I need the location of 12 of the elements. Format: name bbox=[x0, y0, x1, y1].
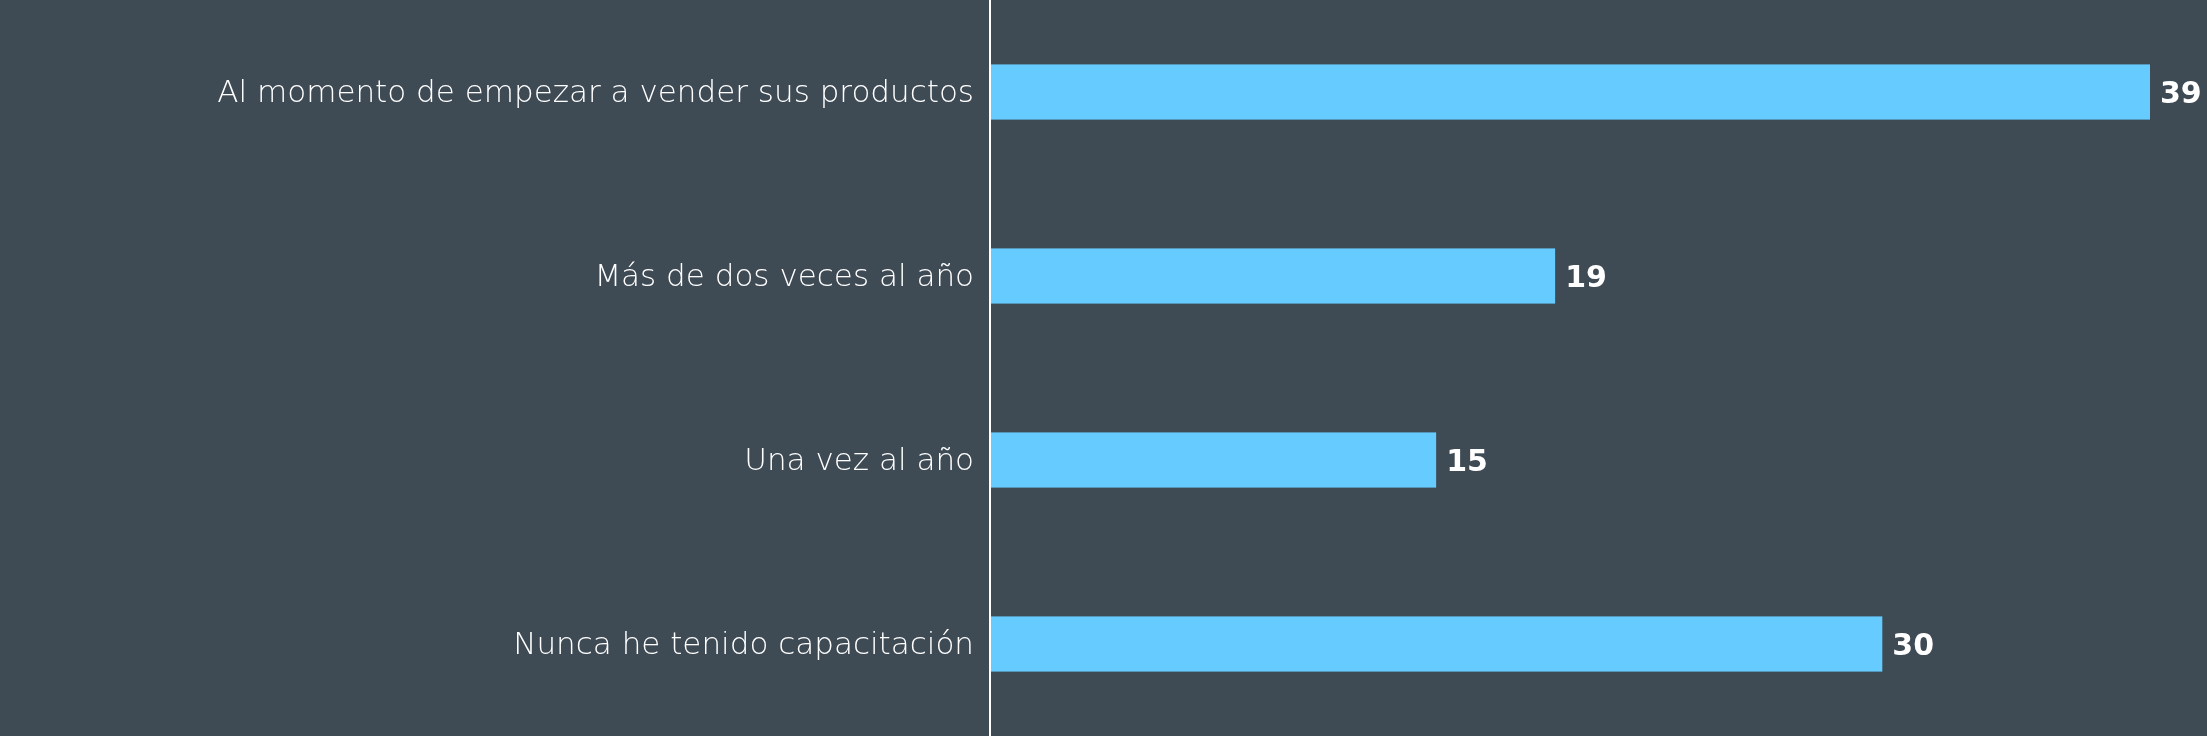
data-label: 19 bbox=[1565, 258, 1607, 294]
data-label: 39 bbox=[2160, 74, 2202, 110]
y-tick-label: Más de dos veces al año bbox=[594, 256, 974, 293]
y-tick-label: Una vez al año bbox=[744, 440, 974, 477]
data-label: 30 bbox=[1892, 626, 1935, 662]
data-label: 15 bbox=[1446, 442, 1488, 478]
bar bbox=[990, 432, 1437, 488]
bar bbox=[990, 248, 1556, 304]
bar bbox=[990, 616, 1883, 672]
y-tick-label: Nunca he tenido capacitación bbox=[513, 624, 974, 661]
bar bbox=[990, 64, 2150, 120]
y-tick-label: Al momento de empezar a vender sus productos bbox=[217, 72, 974, 109]
